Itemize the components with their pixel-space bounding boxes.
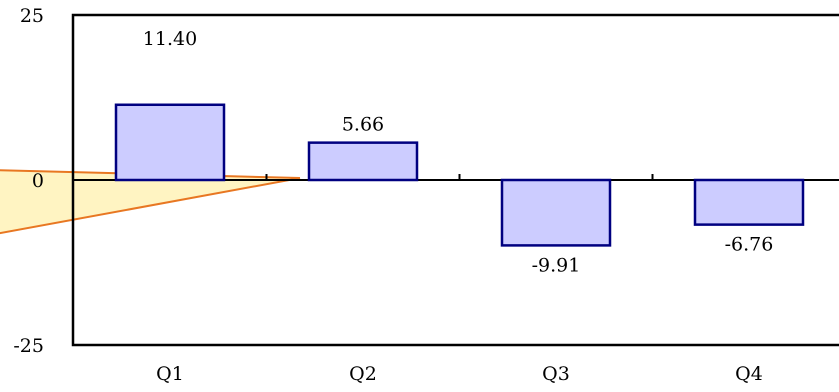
bars-group bbox=[114, 103, 805, 247]
y-tick-labels-group: -25 0 25 bbox=[13, 5, 44, 357]
x-tick-labels-group: Q1 Q2 Q3 Q4 bbox=[156, 363, 763, 385]
y-tick-label: 25 bbox=[20, 5, 44, 27]
bar-q3 bbox=[500, 178, 612, 247]
x-tick-label-q1: Q1 bbox=[156, 363, 184, 385]
bar-q1 bbox=[114, 103, 226, 182]
bar-q2 bbox=[307, 141, 419, 182]
data-label-q4: -6.76 bbox=[725, 234, 774, 256]
callout-pointer-lower bbox=[0, 177, 301, 235]
x-axis-ticks bbox=[265, 174, 654, 180]
x-tick-label-q3: Q3 bbox=[542, 363, 570, 385]
y-tick-label: -25 bbox=[13, 335, 44, 357]
data-labels-group: 11.40 5.66 -9.91 -6.76 bbox=[143, 28, 774, 276]
data-label-q2: 5.66 bbox=[342, 114, 384, 136]
callout-box bbox=[0, 170, 300, 234]
x-tick-label-q2: Q2 bbox=[349, 363, 377, 385]
data-label-q1: 11.40 bbox=[143, 28, 197, 50]
x-tick-label-q4: Q4 bbox=[735, 363, 763, 385]
data-label-q3: -9.91 bbox=[532, 254, 581, 276]
bar-q4 bbox=[693, 178, 805, 226]
y-tick-label: 0 bbox=[32, 170, 44, 192]
